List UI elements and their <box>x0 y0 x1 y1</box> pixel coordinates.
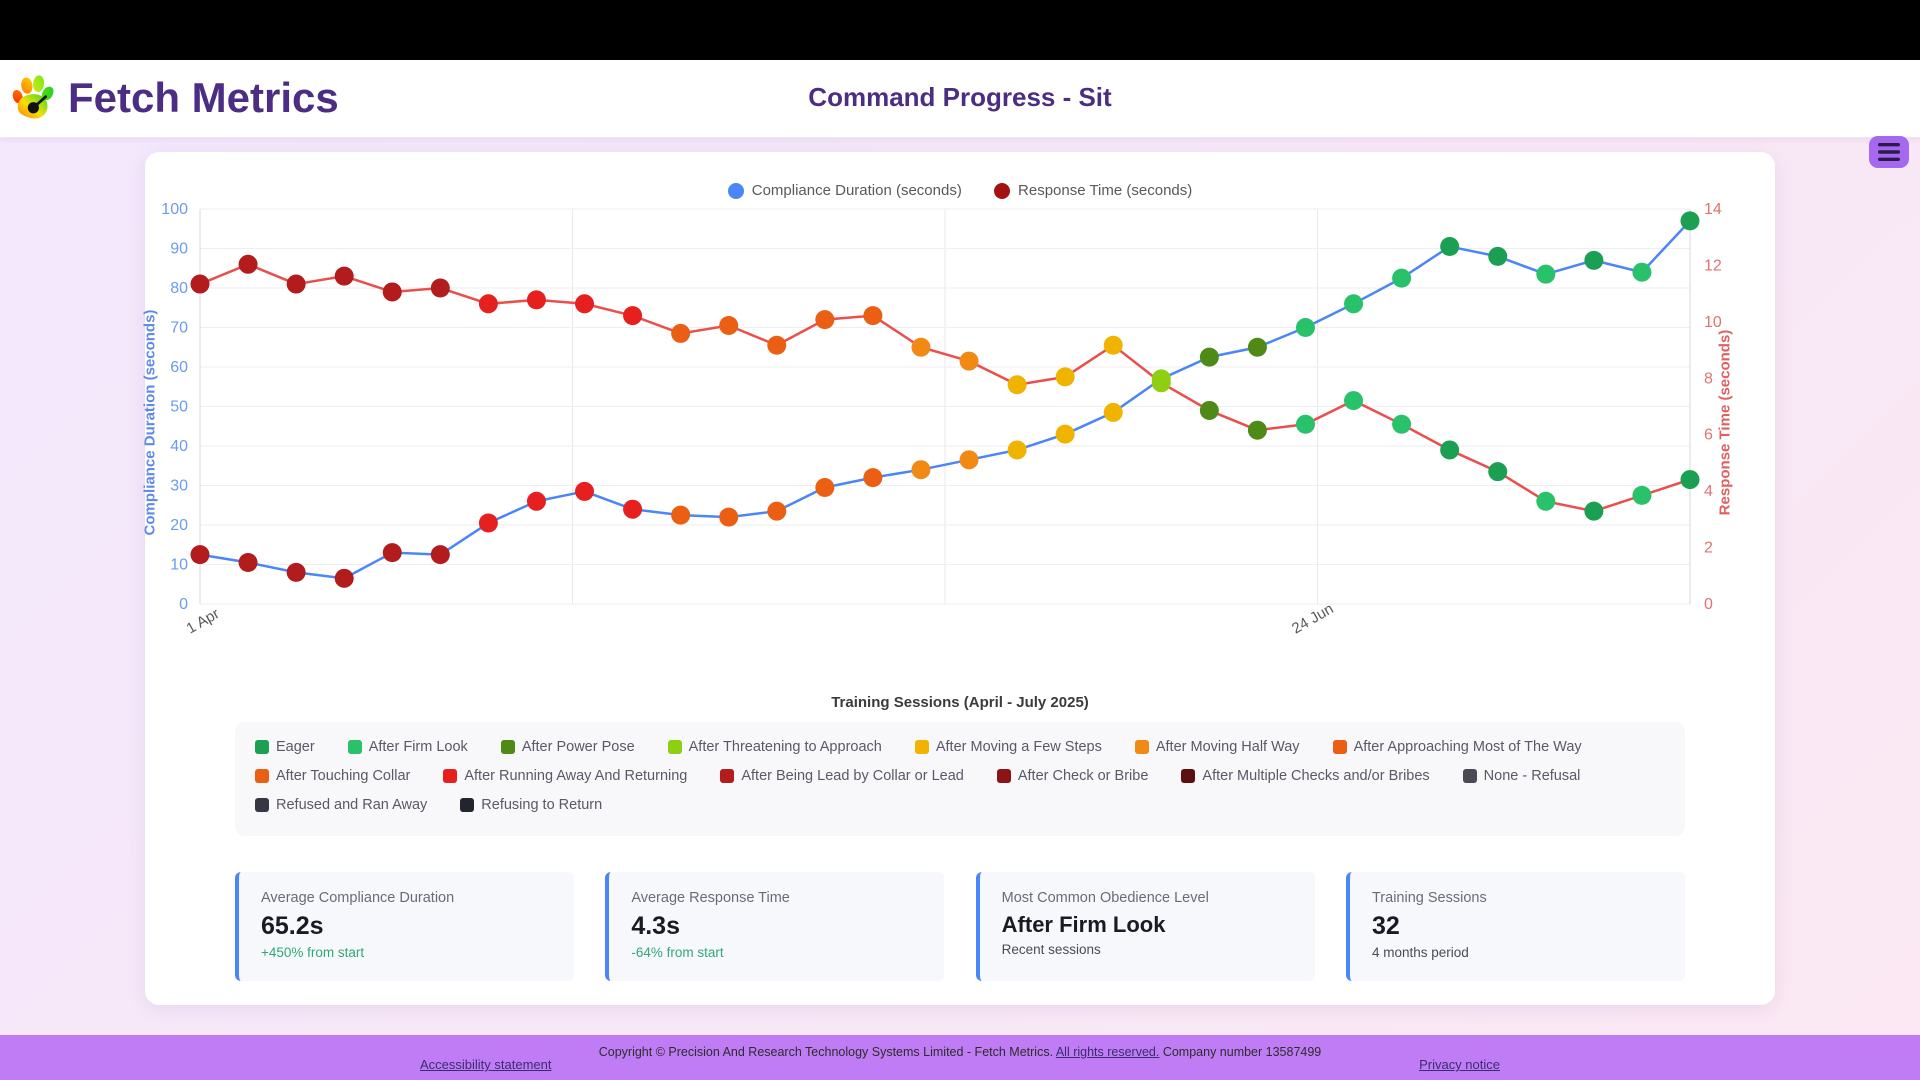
svg-text:0: 0 <box>1704 596 1713 613</box>
svg-text:20: 20 <box>170 517 188 534</box>
svg-text:6: 6 <box>1704 427 1713 444</box>
svg-text:4: 4 <box>1704 483 1713 500</box>
svg-text:2: 2 <box>1704 540 1713 557</box>
svg-text:50: 50 <box>170 399 188 416</box>
svg-text:80: 80 <box>170 280 188 297</box>
svg-text:1 Apr: 1 Apr <box>184 605 223 637</box>
svg-text:40: 40 <box>170 438 188 455</box>
svg-text:100: 100 <box>161 201 188 218</box>
svg-text:8: 8 <box>1704 370 1713 387</box>
svg-text:10: 10 <box>170 557 188 574</box>
svg-text:24 Jun: 24 Jun <box>1289 600 1337 637</box>
svg-text:30: 30 <box>170 478 188 495</box>
svg-text:0: 0 <box>179 596 188 613</box>
svg-text:90: 90 <box>170 241 188 258</box>
svg-text:70: 70 <box>170 320 188 337</box>
svg-text:14: 14 <box>1704 201 1722 218</box>
svg-text:60: 60 <box>170 359 188 376</box>
